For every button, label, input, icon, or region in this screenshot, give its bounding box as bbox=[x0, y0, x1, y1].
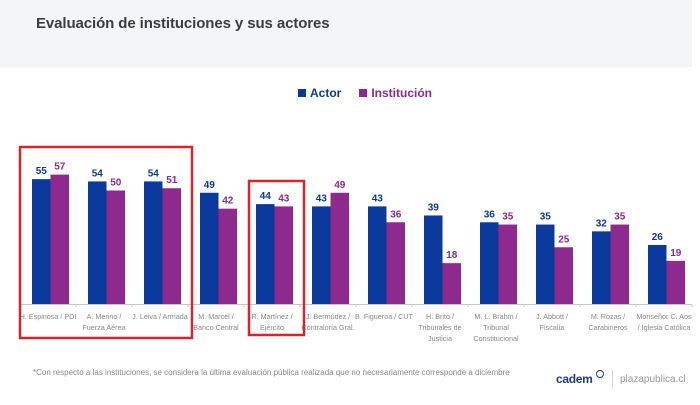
data-label-actor: 26 bbox=[652, 232, 664, 243]
legend-item-actor: Actor bbox=[298, 86, 341, 100]
x-tick-label: J. Bermúdez / bbox=[306, 312, 350, 321]
legend-label-institucion: Institución bbox=[371, 86, 433, 100]
bar-actor bbox=[592, 231, 611, 304]
x-tick-label: M. Rozas / bbox=[591, 312, 625, 321]
x-tick-label: M. Marcel / bbox=[198, 312, 234, 321]
bar-institucion bbox=[442, 263, 461, 304]
x-tick-label: H. Espinosa / PDI bbox=[20, 312, 77, 321]
x-tick-label: Tribunal bbox=[483, 323, 509, 332]
bar-institucion bbox=[162, 188, 181, 304]
x-tick-label: J. Abbott / bbox=[536, 312, 568, 321]
data-label-institucion: 43 bbox=[278, 193, 290, 204]
data-label-actor: 36 bbox=[484, 209, 496, 220]
page-title: Evaluación de instituciones y sus actore… bbox=[36, 15, 330, 32]
data-label-institucion: 18 bbox=[446, 250, 458, 261]
bar-institucion bbox=[666, 260, 685, 304]
x-tick-label: Fiscalía bbox=[540, 323, 565, 332]
highlight-box bbox=[18, 145, 194, 340]
bar-institucion bbox=[610, 224, 629, 304]
bar-actor bbox=[424, 215, 443, 304]
chart-legend: Actor Institución bbox=[298, 86, 432, 100]
x-tick-label: / Iglesia Católica bbox=[638, 323, 691, 332]
data-label-institucion: 49 bbox=[334, 180, 346, 191]
header-band bbox=[0, 0, 692, 67]
data-label-institucion: 35 bbox=[614, 212, 626, 223]
x-tick-label: Contraloría Gral. bbox=[301, 323, 354, 332]
site-link[interactable]: plazapublica.cl bbox=[620, 374, 686, 385]
data-label-actor: 55 bbox=[36, 166, 48, 177]
bar-actor bbox=[648, 244, 667, 304]
data-label-institucion: 42 bbox=[222, 196, 234, 207]
x-tick-label: A. Merino / bbox=[87, 312, 122, 321]
data-label-actor: 54 bbox=[92, 168, 104, 179]
data-label-actor: 43 bbox=[372, 193, 384, 204]
x-tick-label: Banco Central bbox=[193, 323, 239, 332]
legend-swatch-actor bbox=[298, 89, 306, 97]
data-label-actor: 35 bbox=[540, 212, 552, 223]
bar-institucion bbox=[274, 206, 293, 304]
data-label-institucion: 19 bbox=[670, 248, 682, 259]
bar-institucion bbox=[498, 224, 517, 304]
bar-actor bbox=[368, 206, 387, 304]
data-label-institucion: 36 bbox=[390, 209, 402, 220]
footnote: *Con respecto a las instituciones, se co… bbox=[33, 368, 510, 377]
data-label-institucion: 57 bbox=[54, 162, 66, 173]
bar-actor bbox=[200, 192, 219, 304]
x-tick-label: Justicia bbox=[428, 334, 452, 343]
bar-actor bbox=[312, 206, 331, 304]
data-label-actor: 54 bbox=[148, 168, 160, 179]
x-tick-label: J. Leiva / Armada bbox=[132, 312, 188, 321]
bar-actor bbox=[256, 204, 275, 304]
x-tick-label: Tribunales de bbox=[418, 323, 461, 332]
bar-institucion bbox=[50, 174, 69, 304]
data-label-actor: 32 bbox=[596, 218, 608, 229]
bar-actor bbox=[480, 222, 499, 304]
legend-item-institucion: Institución bbox=[359, 86, 432, 100]
data-label-institucion: 35 bbox=[502, 212, 514, 223]
data-label-institucion: 50 bbox=[110, 178, 122, 189]
bar-institucion bbox=[386, 222, 405, 304]
bar-institucion bbox=[554, 247, 573, 304]
data-label-actor: 49 bbox=[204, 180, 216, 191]
x-tick-label: Fuerza Aérea bbox=[82, 323, 125, 332]
bar-institucion bbox=[218, 208, 237, 304]
legend-label-actor: Actor bbox=[310, 86, 342, 100]
data-label-actor: 39 bbox=[428, 202, 440, 213]
x-tick-label: Ejército bbox=[260, 323, 284, 332]
data-label-institucion: 25 bbox=[558, 234, 570, 245]
bar-actor bbox=[88, 181, 107, 304]
bar-institucion bbox=[330, 192, 349, 304]
bar-actor bbox=[536, 224, 555, 304]
x-tick-label: Carabineros bbox=[588, 323, 628, 332]
cadem-logo-mark-icon bbox=[596, 370, 604, 378]
x-tick-label: H. Brito / bbox=[426, 312, 454, 321]
bar-actor bbox=[32, 179, 51, 304]
x-tick-label: Constitucional bbox=[473, 334, 519, 343]
cadem-logo: cadem bbox=[556, 372, 593, 386]
legend-swatch-institucion bbox=[359, 89, 368, 97]
x-tick-label: R. Martínez / bbox=[251, 312, 292, 321]
bar-actor bbox=[144, 181, 163, 304]
data-label-institucion: 51 bbox=[166, 175, 178, 186]
x-tick-label: B. Figueroa / CUT bbox=[355, 312, 414, 321]
x-tick-label: Monseñor C. Aos bbox=[636, 312, 692, 321]
x-tick-label: M. L. Brahm / bbox=[474, 312, 517, 321]
bar-institucion bbox=[106, 190, 125, 304]
footer-divider bbox=[612, 370, 613, 388]
highlight-box bbox=[247, 179, 306, 337]
data-label-actor: 43 bbox=[316, 193, 328, 204]
data-label-actor: 44 bbox=[260, 191, 272, 202]
